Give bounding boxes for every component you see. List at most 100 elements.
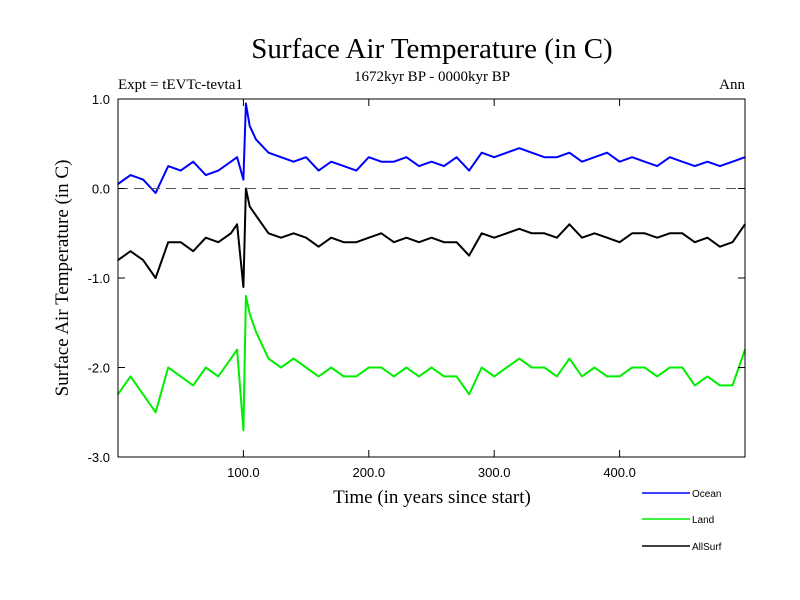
data-point-ocean [154,192,157,194]
data-point-ocean [255,138,257,141]
data-point-land [556,375,558,378]
data-point-allsurf [305,236,307,239]
data-point-allsurf [368,236,370,239]
data-point-allsurf [493,236,496,239]
data-point-allsurf [581,236,583,239]
data-point-land [455,375,458,378]
data-point-allsurf [317,245,320,248]
data-point-allsurf [230,232,232,235]
data-point-land [581,375,583,378]
data-point-allsurf [480,232,483,235]
data-point-ocean [129,174,132,176]
data-point-ocean [380,160,383,163]
axis-ticks: 100.0 200.0 300.0 400.0 1.0 0.0 -1.0 -2.0 -3.0 [88,92,745,480]
data-point-ocean [355,169,358,172]
data-point-allsurf [505,232,508,235]
data-point-land [142,393,144,396]
data-point-allsurf [380,232,383,235]
series-line-allsurf [117,187,746,288]
data-point-ocean [643,160,646,163]
data-point-land [656,375,658,378]
data-point-land [248,313,251,315]
data-point-land [393,375,395,378]
data-point-ocean [280,156,282,158]
data-point-ocean [681,160,684,163]
data-point-ocean [393,160,395,163]
data-point-land [669,366,671,369]
data-point-land [267,357,270,360]
data-point-allsurf [631,232,633,235]
data-point-allsurf [192,250,194,252]
data-point-land [154,411,157,414]
data-point-land [380,366,383,369]
data-point-allsurf [418,241,420,243]
data-point-land [631,366,633,369]
data-point-ocean [706,160,709,163]
data-point-land [443,375,445,378]
data-point-ocean [179,169,182,172]
data-point-ocean [330,160,333,163]
data-point-land [706,375,709,378]
data-point-allsurf [606,236,608,239]
data-point-land [606,375,608,378]
data-point-land [205,366,207,369]
data-point-allsurf [518,228,521,230]
data-point-land [719,384,721,387]
data-point-allsurf [681,232,684,235]
chart-title: Surface Air Temperature (in C) [251,33,612,65]
series-lines [117,102,746,432]
data-point-land [167,366,169,369]
data-point-land [230,357,232,360]
data-point-allsurf [236,223,238,226]
y-tick-label: -3.0 [88,450,110,465]
data-point-allsurf [593,232,596,235]
legend-land-label: Land [692,515,714,526]
x-axis-label: Time (in years since start) [333,487,531,508]
x-tick-label: 200.0 [353,465,386,480]
data-point-land [418,375,420,378]
data-point-ocean [267,151,270,154]
data-point-land [368,366,370,369]
data-point-allsurf [355,241,358,243]
data-point-ocean [468,169,470,172]
data-point-land [493,375,496,378]
data-point-ocean [581,160,583,163]
data-point-allsurf [217,241,220,243]
data-point-land [255,330,257,333]
data-point-land [681,366,684,369]
data-point-land [568,357,571,360]
data-point-ocean [480,151,483,154]
data-point-ocean [556,156,558,158]
data-point-land [245,295,247,297]
data-point-land [405,366,408,369]
data-point-ocean [236,156,238,158]
plot-frame [117,98,746,458]
data-point-allsurf [179,241,182,243]
data-point-land [179,375,182,378]
data-point-ocean [418,165,420,167]
data-point-allsurf [468,254,470,257]
data-point-ocean [368,156,370,158]
data-point-ocean [669,156,671,158]
data-point-ocean [192,160,194,163]
x-tick-label: 300.0 [478,465,511,480]
data-point-allsurf [205,236,207,239]
data-point-ocean [405,156,408,158]
legend-ocean-label: Ocean [692,489,721,500]
data-point-ocean [305,156,307,158]
data-point-allsurf [669,232,671,235]
data-point-ocean [631,156,633,158]
data-point-land [330,366,333,369]
data-point-ocean [493,156,496,158]
data-point-ocean [217,169,220,172]
data-point-allsurf [280,236,282,239]
data-point-ocean [167,165,169,167]
data-point-allsurf [455,241,458,243]
data-point-allsurf [142,259,144,261]
data-point-allsurf [330,236,333,239]
data-point-ocean [317,169,320,172]
data-point-ocean [443,165,445,167]
data-point-land [317,375,320,378]
data-point-land [694,384,696,387]
data-point-ocean [593,156,596,158]
